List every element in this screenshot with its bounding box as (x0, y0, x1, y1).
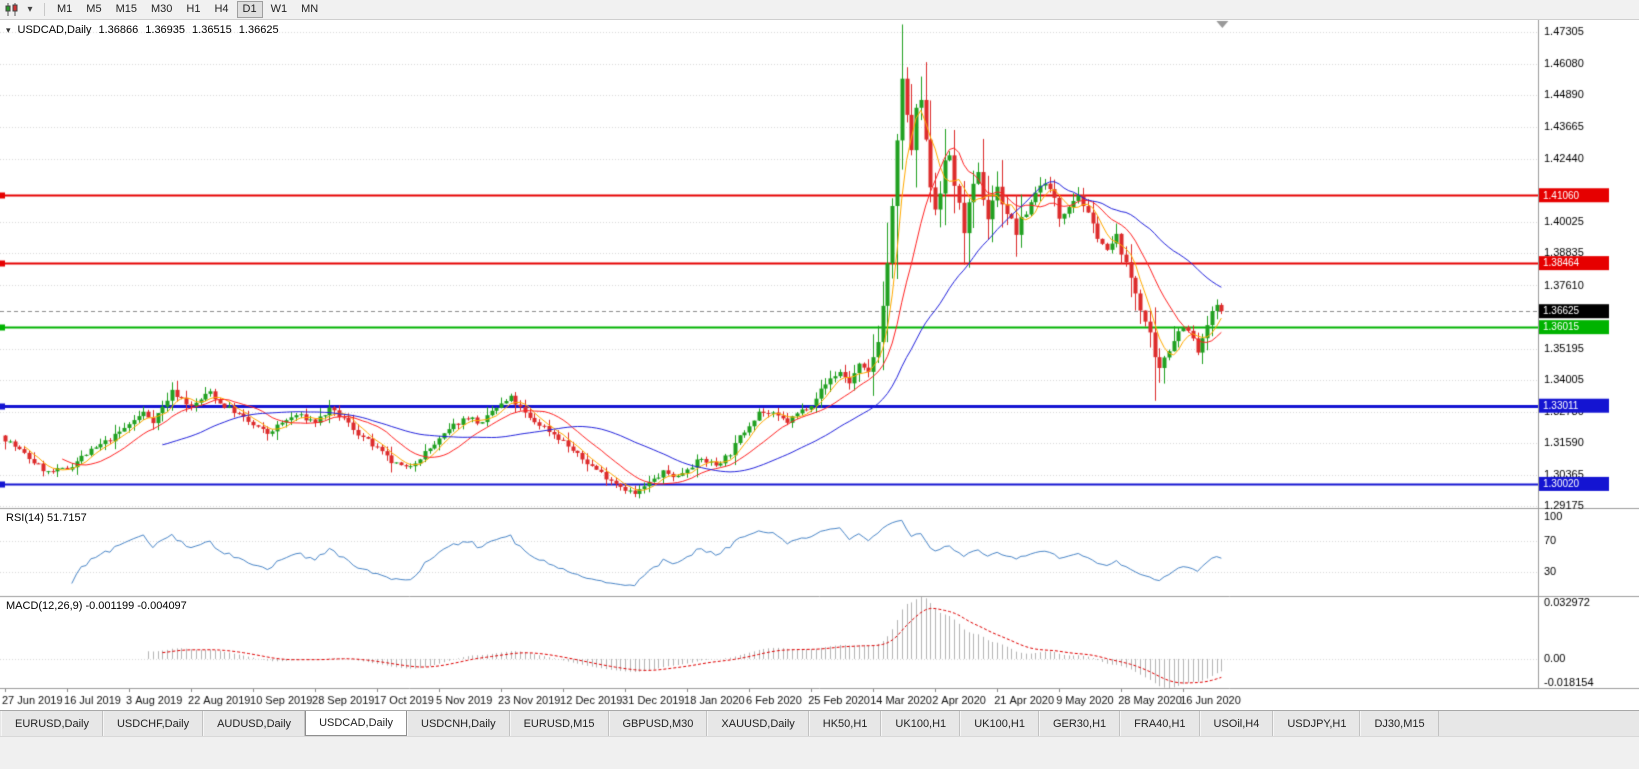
symbol-dropdown-icon: ▾ (6, 24, 11, 35)
chart-tabs-bar: EURUSD,Daily USDCHF,Daily AUDUSD,Daily U… (0, 710, 1639, 736)
chart-type-dropdown-icon[interactable]: ▾ (27, 4, 33, 15)
tab-usdchf-daily[interactable]: USDCHF,Daily (102, 711, 204, 736)
toolbar-separator (44, 3, 45, 16)
timeframe-mn-button[interactable]: MN (295, 1, 324, 18)
ohlc-high: 1.36935 (145, 24, 186, 36)
chart-type-icon[interactable] (3, 2, 21, 18)
tab-usdcad-daily[interactable]: USDCAD,Daily (305, 711, 408, 736)
status-bar (0, 736, 1639, 769)
ohlc-close: 1.36625 (238, 24, 279, 36)
tab-eurusd-daily[interactable]: EURUSD,Daily (1, 711, 103, 736)
rsi-label: RSI(14) 51.7157 (6, 512, 87, 524)
timeframe-d1-button[interactable]: D1 (236, 1, 263, 18)
timeframe-h4-button[interactable]: H4 (208, 1, 234, 18)
tab-uk100-h1[interactable]: UK100,H1 (881, 711, 961, 736)
chart-area: ▾ USDCAD,Daily 1.36866 1.36935 1.36515 1… (0, 20, 1639, 710)
tab-gbpusd-m30[interactable]: GBPUSD,M30 (608, 711, 708, 736)
timeframe-w1-button[interactable]: W1 (265, 1, 294, 18)
tab-ger30-h1[interactable]: GER30,H1 (1038, 711, 1121, 736)
macd-label: MACD(12,26,9) -0.001199 -0.004097 (6, 600, 187, 612)
toolbar: ▾ M1 M5 M15 M30 H1 H4 D1 W1 MN (0, 0, 1639, 20)
timeframe-m5-button[interactable]: M5 (80, 1, 107, 18)
price-chart-canvas[interactable] (0, 20, 1639, 710)
ohlc-low: 1.36515 (192, 24, 232, 36)
tab-xauusd-daily[interactable]: XAUUSD,Daily (707, 711, 809, 736)
tab-usdcnh-daily[interactable]: USDCNH,Daily (407, 711, 510, 736)
tab-usoil-h4[interactable]: USOil,H4 (1199, 711, 1274, 736)
chart-title: ▾ USDCAD,Daily 1.36866 1.36935 1.36515 1… (6, 24, 279, 36)
tab-hk50-h1[interactable]: HK50,H1 (808, 711, 882, 736)
tab-dj30-m15[interactable]: DJ30,M15 (1360, 711, 1439, 736)
ohlc-open: 1.36866 (98, 24, 139, 36)
tab-eurusd-m15[interactable]: EURUSD,M15 (509, 711, 609, 736)
timeframe-m30-button[interactable]: M30 (145, 1, 178, 18)
tab-usdjpy-h1[interactable]: USDJPY,H1 (1273, 711, 1361, 736)
timeframe-m15-button[interactable]: M15 (110, 1, 143, 18)
tab-fra40-h1[interactable]: FRA40,H1 (1120, 711, 1200, 736)
timeframe-h1-button[interactable]: H1 (180, 1, 206, 18)
tab-audusd-daily[interactable]: AUDUSD,Daily (203, 711, 306, 736)
chart-symbol-period: USDCAD,Daily (17, 24, 92, 36)
timeframe-m1-button[interactable]: M1 (51, 1, 78, 18)
tab-uk100-h1-2[interactable]: UK100,H1 (960, 711, 1039, 736)
